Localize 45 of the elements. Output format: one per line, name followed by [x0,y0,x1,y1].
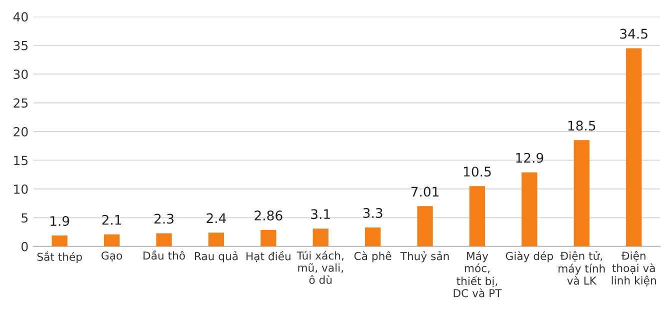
bar [104,234,120,246]
bar [52,236,68,246]
y-tick-label: 15 [14,156,28,166]
x-tick-label: Giày dép [506,251,554,262]
y-tick-label: 40 [13,12,28,22]
data-label: 10.5 [464,166,491,177]
y-tick-label: 5 [22,213,28,223]
x-tick-label: Thuỷ sản [400,251,449,262]
x-tick-label: Gạo [102,251,122,262]
x-tick-label: Rau quả [194,251,238,262]
bar [364,227,381,246]
y-tick-label: 20 [14,127,28,136]
x-tick-label: Dầu thô [144,250,185,260]
bar [312,228,328,246]
data-label: 2.86 [254,210,282,220]
y-tick-label: 0 [22,242,28,252]
data-label: 2.3 [154,214,174,224]
bar [260,230,276,246]
y-tick-label: 35 [14,40,28,50]
bar [626,48,642,246]
x-tick-label: Túi xách, mũ, vali, ô dù [296,250,344,284]
y-tick-label: 30 [14,70,28,80]
data-label: 12.9 [516,152,544,163]
bar [156,233,172,246]
x-tick-label: Điện thoại và linh kiện [612,251,656,286]
data-label: 3.3 [363,208,382,218]
x-tick-label: Hạt điều [246,251,290,262]
bar [522,172,538,246]
x-tick-label: Sắt thép [37,251,82,264]
y-tick-label: 25 [14,98,28,108]
y-tick-label: 10 [14,184,28,194]
x-tick-label: Cà phê [354,251,392,262]
data-label: 34.5 [620,28,648,39]
data-label: 2.1 [102,214,122,225]
data-label: 18.5 [568,120,596,131]
x-tick-label: Máy móc, thiết bị, DC và PT [454,251,502,298]
bar [469,186,486,246]
data-label: 7.01 [411,186,438,197]
data-label: 2.4 [206,213,226,223]
data-label: 3.1 [311,209,330,220]
bar [208,232,224,246]
bar [574,140,590,246]
data-label: 1.9 [50,216,70,226]
x-tick-label: Điện tử, máy tính và LK [558,251,605,285]
bar [417,206,433,246]
